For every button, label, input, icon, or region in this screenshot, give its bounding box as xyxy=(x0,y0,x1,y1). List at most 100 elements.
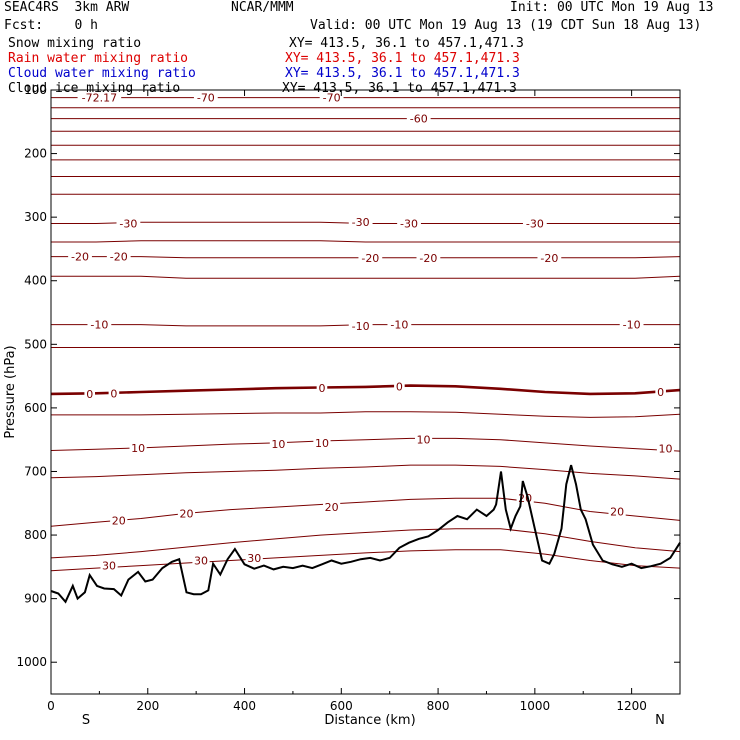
x-tick-label: 1200 xyxy=(616,699,647,713)
x-tick-label: 800 xyxy=(427,699,450,713)
isotherm-label-background xyxy=(414,433,433,446)
x-axis-ticks: 0 200 400 600 800 1000 1200 xyxy=(47,90,647,713)
isotherm-label-background xyxy=(245,551,263,564)
isotherm-label-background xyxy=(358,251,383,264)
isotherm-label-background xyxy=(319,91,344,104)
y-tick-label: 200 xyxy=(24,147,47,161)
isotherm-label: 10 xyxy=(658,443,672,456)
y-tick-label: 800 xyxy=(24,528,47,542)
x-axis-left-end-label: S xyxy=(82,713,90,728)
isotherm-line xyxy=(50,437,681,452)
isotherm-line xyxy=(51,411,681,418)
isotherm-label-background xyxy=(522,217,547,230)
isotherm-label: -30 xyxy=(119,218,137,231)
isotherm-label: 20 xyxy=(325,501,339,514)
isotherm-label-background xyxy=(100,559,118,572)
isotherm-label-background xyxy=(406,112,431,125)
isotherm-label-background xyxy=(193,91,218,104)
isotherm-label-background xyxy=(416,251,441,264)
isotherm-label: -10 xyxy=(390,319,408,332)
y-tick-label: 500 xyxy=(24,337,47,351)
y-axis-title: Pressure (hPa) xyxy=(3,345,18,438)
x-tick-label: 1000 xyxy=(520,699,551,713)
isotherm-label: -70 xyxy=(197,92,215,105)
isotherm-label: 30 xyxy=(102,560,116,573)
isotherm-label: -20 xyxy=(419,252,437,265)
isotherm-label: -20 xyxy=(540,252,558,265)
isotherm-label: 0 xyxy=(657,386,664,399)
isotherm-label: -10 xyxy=(623,319,641,332)
isotherm-line xyxy=(50,384,681,396)
y-tick-label: 400 xyxy=(24,274,47,288)
isotherm-label: -30 xyxy=(400,218,418,231)
isotherm-label-background xyxy=(116,217,141,230)
isotherm-label: 10 xyxy=(271,438,285,451)
isotherm-label-background xyxy=(313,436,331,449)
field-name-snow: Snow mixing ratio xyxy=(8,36,142,51)
isotherm-label-background xyxy=(177,507,196,520)
isotherm-label: -60 xyxy=(410,113,428,126)
y-tick-label: 900 xyxy=(24,592,47,606)
init-time: Init: 00 UTC Mon 19 Aug 13 xyxy=(510,0,714,15)
isotherm-line xyxy=(50,497,681,527)
isotherm-label: 10 xyxy=(131,442,145,455)
valid-time: Valid: 00 UTC Mon 19 Aug 13 (19 CDT Sun … xyxy=(310,18,702,33)
field-xy-cloud-ice: XY= 413.5, 36.1 to 457.1,471.3 xyxy=(282,81,517,96)
isotherm-label: 10 xyxy=(315,437,329,450)
isotherm-line xyxy=(51,240,680,243)
organization: NCAR/MMM xyxy=(231,0,294,15)
isotherm-label: 30 xyxy=(247,552,261,565)
isotherm-label-background xyxy=(106,250,131,263)
isotherm-label-background xyxy=(269,438,288,451)
isotherm-label: -10 xyxy=(90,319,108,332)
isotherm-label-background xyxy=(323,501,341,514)
field-xy-rain: XY= 413.5, 36.1 to 457.1,471.3 xyxy=(285,51,520,66)
x-axis-right-end-label: N xyxy=(655,713,665,728)
field-xy-cloud-water: XY= 413.5, 36.1 to 457.1,471.3 xyxy=(285,66,520,81)
y-tick-label: 600 xyxy=(24,401,47,415)
isotherm-line xyxy=(51,275,681,279)
field-name-cloud-ice: Cloud ice mixing ratio xyxy=(8,81,181,96)
isotherm-label-background xyxy=(348,216,373,229)
isotherm-label-background xyxy=(655,386,666,398)
isotherm-label: -10 xyxy=(352,320,370,333)
isotherm-label: -20 xyxy=(110,251,128,264)
y-tick-label: 100 xyxy=(24,83,47,97)
isotherm-label-background xyxy=(316,382,328,395)
isotherm-label: 0 xyxy=(110,387,117,400)
x-tick-label: 0 xyxy=(47,699,55,713)
isotherm-label-background xyxy=(656,442,675,455)
isotherm-label: -30 xyxy=(526,218,544,231)
isotherm-label-background xyxy=(397,217,421,230)
field-name-rain: Rain water mixing ratio xyxy=(8,51,189,66)
plot-frame xyxy=(50,89,681,695)
x-axis-title: Distance (km) xyxy=(324,713,415,728)
isotherm-label-background xyxy=(192,554,210,567)
isotherm-label: 20 xyxy=(610,506,624,519)
field-name-cloud-water: Cloud water mixing ratio xyxy=(8,66,196,81)
isotherm-label-background xyxy=(77,91,122,104)
isotherm-label: -72.17 xyxy=(82,92,117,105)
terrain-profile xyxy=(50,464,681,604)
y-tick-label: 1000 xyxy=(16,655,47,669)
isotherm-label: 20 xyxy=(112,514,126,527)
isotherm-label-background xyxy=(394,380,405,393)
isotherm-label-background xyxy=(348,319,373,332)
isotherm-line xyxy=(50,528,681,559)
isotherm-label-background xyxy=(619,318,644,331)
isotherm-label: 10 xyxy=(417,434,431,447)
isotherm-line xyxy=(50,464,681,480)
x-tick-label: 600 xyxy=(330,699,353,713)
isotherm-label-background xyxy=(387,318,412,331)
isotherm-label-background xyxy=(68,250,92,263)
x-tick-label: 200 xyxy=(136,699,159,713)
isotherm-label: 30 xyxy=(194,554,208,567)
isotherm-label: 0 xyxy=(318,382,325,395)
isotherm-labels: -72.17 -70 -70 -60 -30 -30 -30 -30 -20 -20 -20 -20 -… xyxy=(68,91,675,573)
isotherm-label-background xyxy=(537,251,562,264)
y-tick-label: 300 xyxy=(24,210,47,224)
isotherm-label: -30 xyxy=(352,216,370,229)
x-tick-label: 400 xyxy=(233,699,256,713)
